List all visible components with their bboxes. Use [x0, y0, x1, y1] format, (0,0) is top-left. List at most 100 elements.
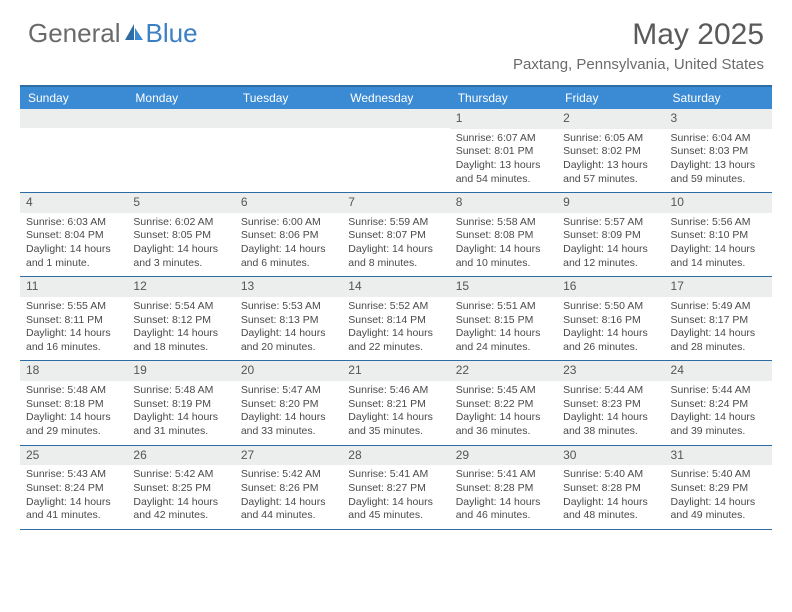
day-number	[235, 109, 342, 128]
day-number: 26	[127, 446, 234, 466]
calendar-cell: 12Sunrise: 5:54 AMSunset: 8:12 PMDayligh…	[127, 277, 234, 360]
day-detail: Sunset: 8:07 PM	[348, 229, 443, 243]
calendar-cell: 1Sunrise: 6:07 AMSunset: 8:01 PMDaylight…	[450, 109, 557, 192]
day-detail: Sunrise: 6:07 AM	[456, 132, 551, 146]
calendar-week: 25 Sunrise: 5:43 AMSunset: 8:24 PM Dayligh…	[20, 446, 772, 530]
day-number	[127, 109, 234, 128]
weekday-header: Sunday Monday Tuesday Wednesday Thursday…	[20, 87, 772, 109]
calendar-cell: 16Sunrise: 5:50 AMSunset: 8:16 PMDayligh…	[557, 277, 664, 360]
day-detail: Sunset: 8:27 PM	[348, 482, 443, 496]
calendar-cell: 6Sunrise: 6:00 AMSunset: 8:06 PMDaylight…	[235, 193, 342, 276]
day-detail: Sunset: 8:06 PM	[241, 229, 336, 243]
calendar-cell: 26Sunrise: 5:42 AMSunset: 8:25 PMDayligh…	[127, 446, 234, 529]
calendar-cell: 24Sunrise: 5:44 AMSunset: 8:24 PMDayligh…	[665, 361, 772, 444]
day-number	[20, 109, 127, 128]
day-number: 5	[127, 193, 234, 213]
day-detail: Daylight: 14 hours and 8 minutes.	[348, 243, 443, 270]
day-detail: Sunrise: 6:02 AM	[133, 216, 228, 230]
day-detail: Sunset: 8:28 PM	[563, 482, 658, 496]
day-detail: Sunrise: 5:40 AM	[671, 468, 766, 482]
day-number: 6	[235, 193, 342, 213]
day-detail: Sunset: 8:02 PM	[563, 145, 658, 159]
day-detail: Sunrise: 5:55 AM	[26, 300, 121, 314]
day-detail: Sunrise: 6:00 AM	[241, 216, 336, 230]
day-detail: Sunset: 8:23 PM	[563, 398, 658, 412]
day-detail: Daylight: 14 hours and 20 minutes.	[241, 327, 336, 354]
day-detail: Daylight: 14 hours and 26 minutes.	[563, 327, 658, 354]
day-number: 14	[342, 277, 449, 297]
day-number: 4	[20, 193, 127, 213]
calendar-week: 11Sunrise: 5:55 AMSunset: 8:11 PMDayligh…	[20, 277, 772, 361]
day-number: 21	[342, 361, 449, 381]
day-number: 23	[557, 361, 664, 381]
day-number: 8	[450, 193, 557, 213]
day-detail: Daylight: 14 hours and 28 minutes.	[671, 327, 766, 354]
day-detail: Sunset: 8:12 PM	[133, 314, 228, 328]
weekday-label: Monday	[127, 87, 234, 109]
day-detail: Sunset: 8:03 PM	[671, 145, 766, 159]
day-number: 18	[20, 361, 127, 381]
calendar-cell: 3 Sunrise: 6:04 AMSunset: 8:03 PMDaylight…	[665, 109, 772, 192]
day-number: 15	[450, 277, 557, 297]
day-detail: Sunrise: 5:44 AM	[563, 384, 658, 398]
day-detail: Daylight: 14 hours and 3 minutes.	[133, 243, 228, 270]
day-number: 25	[20, 446, 127, 466]
day-detail: Daylight: 14 hours and 24 minutes.	[456, 327, 551, 354]
day-detail: Daylight: 14 hours and 48 minutes.	[563, 496, 658, 523]
day-detail: Daylight: 14 hours and 1 minute.	[26, 243, 121, 270]
day-detail: Sunset: 8:18 PM	[26, 398, 121, 412]
day-number: 2	[557, 109, 664, 129]
day-detail: Sunrise: 6:04 AM	[671, 132, 766, 146]
day-detail: Sunrise: 5:56 AM	[671, 216, 766, 230]
weekday-label: Friday	[557, 87, 664, 109]
calendar-cell: 22Sunrise: 5:45 AMSunset: 8:22 PMDayligh…	[450, 361, 557, 444]
day-detail: Sunrise: 5:52 AM	[348, 300, 443, 314]
calendar-cell: 15Sunrise: 5:51 AMSunset: 8:15 PMDayligh…	[450, 277, 557, 360]
calendar-cell: 20Sunrise: 5:47 AMSunset: 8:20 PMDayligh…	[235, 361, 342, 444]
day-number: 7	[342, 193, 449, 213]
day-detail: Daylight: 13 hours and 59 minutes.	[671, 159, 766, 186]
day-number: 3	[665, 109, 772, 129]
weekday-label: Saturday	[665, 87, 772, 109]
calendar-cell: 27Sunrise: 5:42 AMSunset: 8:26 PMDayligh…	[235, 446, 342, 529]
day-detail: Daylight: 14 hours and 29 minutes.	[26, 411, 121, 438]
day-detail: Sunset: 8:09 PM	[563, 229, 658, 243]
day-number: 13	[235, 277, 342, 297]
calendar-cell: 10Sunrise: 5:56 AMSunset: 8:10 PMDayligh…	[665, 193, 772, 276]
calendar-cell	[342, 109, 449, 192]
day-number: 30	[557, 446, 664, 466]
weekday-label: Wednesday	[342, 87, 449, 109]
day-detail: Sunrise: 5:42 AM	[241, 468, 336, 482]
day-detail: Sunset: 8:24 PM	[26, 482, 121, 496]
day-detail: Sunrise: 5:59 AM	[348, 216, 443, 230]
calendar: Sunday Monday Tuesday Wednesday Thursday…	[20, 85, 772, 530]
day-detail: Sunrise: 5:41 AM	[456, 468, 551, 482]
calendar-cell: 19Sunrise: 5:48 AMSunset: 8:19 PMDayligh…	[127, 361, 234, 444]
day-number: 24	[665, 361, 772, 381]
calendar-cell: 5Sunrise: 6:02 AMSunset: 8:05 PMDaylight…	[127, 193, 234, 276]
day-detail: Sunset: 8:16 PM	[563, 314, 658, 328]
weekday-label: Sunday	[20, 87, 127, 109]
day-detail: Sunrise: 5:43 AM	[26, 468, 121, 482]
day-detail: Daylight: 14 hours and 33 minutes.	[241, 411, 336, 438]
calendar-cell	[127, 109, 234, 192]
day-number: 17	[665, 277, 772, 297]
day-detail: Sunset: 8:13 PM	[241, 314, 336, 328]
day-detail: Sunset: 8:14 PM	[348, 314, 443, 328]
day-detail: Daylight: 14 hours and 18 minutes.	[133, 327, 228, 354]
day-detail: Sunrise: 5:47 AM	[241, 384, 336, 398]
day-detail: Sunset: 8:25 PM	[133, 482, 228, 496]
day-detail: Sunset: 8:17 PM	[671, 314, 766, 328]
day-detail: Sunset: 8:11 PM	[26, 314, 121, 328]
day-detail: Sunrise: 5:48 AM	[133, 384, 228, 398]
day-detail: Daylight: 14 hours and 12 minutes.	[563, 243, 658, 270]
day-detail: Daylight: 14 hours and 39 minutes.	[671, 411, 766, 438]
calendar-cell: 25Sunrise: 5:43 AMSunset: 8:24 PMDayligh…	[20, 446, 127, 529]
day-detail: Daylight: 14 hours and 42 minutes.	[133, 496, 228, 523]
day-number	[342, 109, 449, 128]
day-detail: Daylight: 14 hours and 16 minutes.	[26, 327, 121, 354]
calendar-cell: 2Sunrise: 6:05 AMSunset: 8:02 PMDaylight…	[557, 109, 664, 192]
day-detail: Sunrise: 5:53 AM	[241, 300, 336, 314]
calendar-cell: 30Sunrise: 5:40 AMSunset: 8:28 PMDayligh…	[557, 446, 664, 529]
calendar-cell: 31Sunrise: 5:40 AMSunset: 8:29 PMDayligh…	[665, 446, 772, 529]
